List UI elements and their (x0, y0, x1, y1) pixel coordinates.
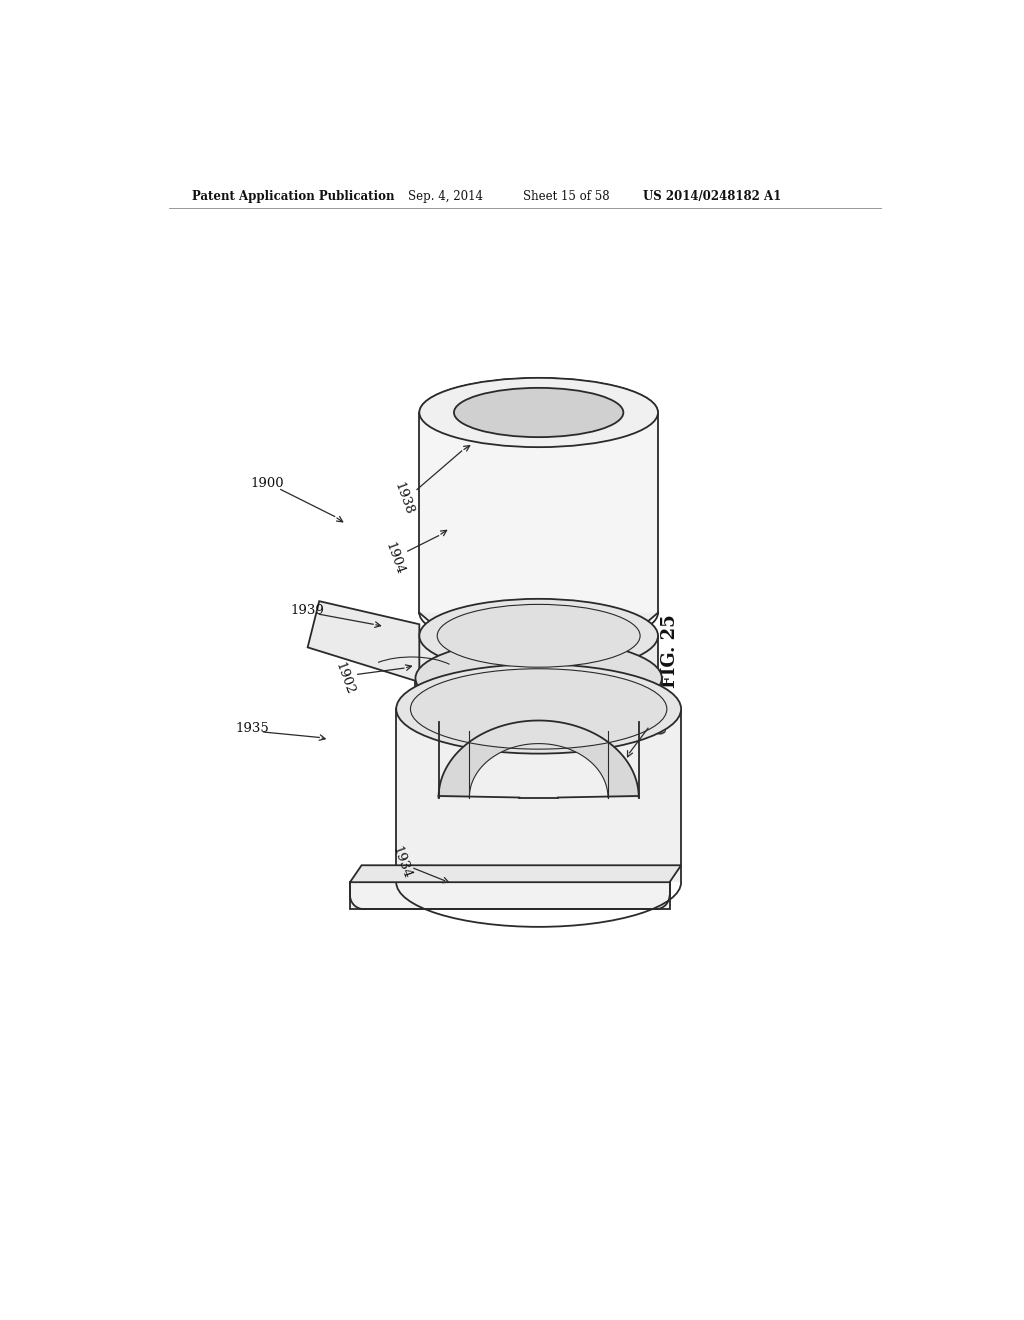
Polygon shape (350, 866, 681, 882)
Ellipse shape (416, 640, 662, 717)
Text: Sheet 15 of 58: Sheet 15 of 58 (523, 190, 610, 203)
Polygon shape (350, 882, 670, 909)
Text: 1934: 1934 (390, 843, 414, 880)
Polygon shape (307, 601, 419, 682)
Ellipse shape (454, 388, 624, 437)
Polygon shape (416, 678, 662, 709)
Text: 1900: 1900 (251, 477, 285, 490)
Ellipse shape (419, 599, 658, 673)
Polygon shape (438, 721, 639, 797)
Ellipse shape (437, 605, 640, 667)
Text: FIG. 25: FIG. 25 (660, 614, 679, 688)
Ellipse shape (419, 378, 658, 447)
Polygon shape (419, 636, 658, 678)
Polygon shape (419, 612, 658, 636)
Text: 1939: 1939 (291, 603, 325, 616)
Text: 1902: 1902 (333, 660, 356, 696)
Ellipse shape (396, 664, 681, 754)
Text: Sep. 4, 2014: Sep. 4, 2014 (408, 190, 482, 203)
Ellipse shape (411, 669, 667, 750)
Text: 1935: 1935 (236, 722, 269, 735)
Text: 1938: 1938 (392, 480, 416, 517)
Text: 1904: 1904 (383, 541, 407, 577)
Polygon shape (396, 709, 681, 882)
Text: Patent Application Publication: Patent Application Publication (193, 190, 394, 203)
Text: 1910: 1910 (643, 702, 665, 738)
Text: US 2014/0248182 A1: US 2014/0248182 A1 (643, 190, 781, 203)
Polygon shape (419, 412, 658, 612)
